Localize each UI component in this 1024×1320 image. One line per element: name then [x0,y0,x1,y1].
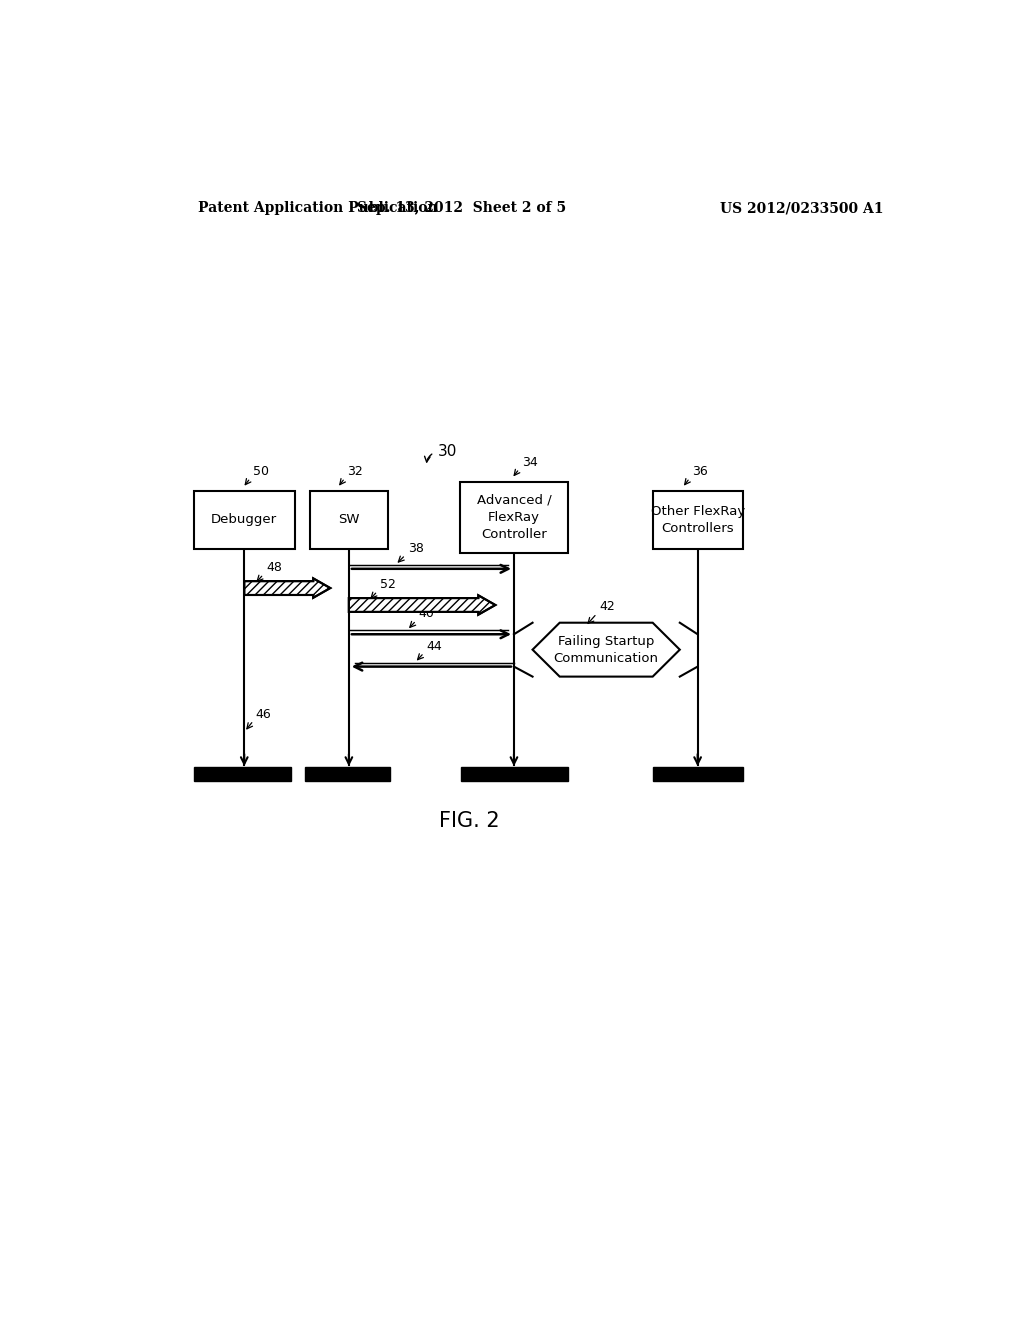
Text: Patent Application Publication: Patent Application Publication [198,202,437,215]
Bar [194,767,291,780]
Bar [460,482,568,553]
Bar [310,491,388,549]
Text: 32: 32 [347,465,364,478]
Text: Failing Startup
Communication: Failing Startup Communication [554,635,658,665]
Text: Advanced /
FlexRay
Controller: Advanced / FlexRay Controller [476,494,551,541]
Bar [305,767,390,780]
Text: 42: 42 [599,601,615,614]
Text: 34: 34 [521,455,538,469]
Text: SW: SW [338,513,359,527]
FancyArrow shape [245,578,331,598]
Text: FIG. 2: FIG. 2 [438,810,500,830]
Text: Sep. 13, 2012  Sheet 2 of 5: Sep. 13, 2012 Sheet 2 of 5 [356,202,566,215]
Bar [653,767,742,780]
Text: 36: 36 [692,465,708,478]
Text: 52: 52 [380,578,395,591]
Text: 40: 40 [419,607,434,620]
Text: Debugger: Debugger [211,513,278,527]
FancyArrow shape [349,595,496,615]
Polygon shape [532,623,680,677]
Bar [653,491,742,549]
Text: 44: 44 [426,640,442,653]
Text: 30: 30 [438,444,458,459]
Text: Other FlexRay
Controllers: Other FlexRay Controllers [651,506,745,535]
Bar [194,491,295,549]
Text: 48: 48 [266,561,282,574]
Text: 46: 46 [256,708,271,721]
Text: 50: 50 [253,465,268,478]
Text: 38: 38 [408,543,424,554]
Text: US 2012/0233500 A1: US 2012/0233500 A1 [721,202,884,215]
Bar [461,767,568,780]
